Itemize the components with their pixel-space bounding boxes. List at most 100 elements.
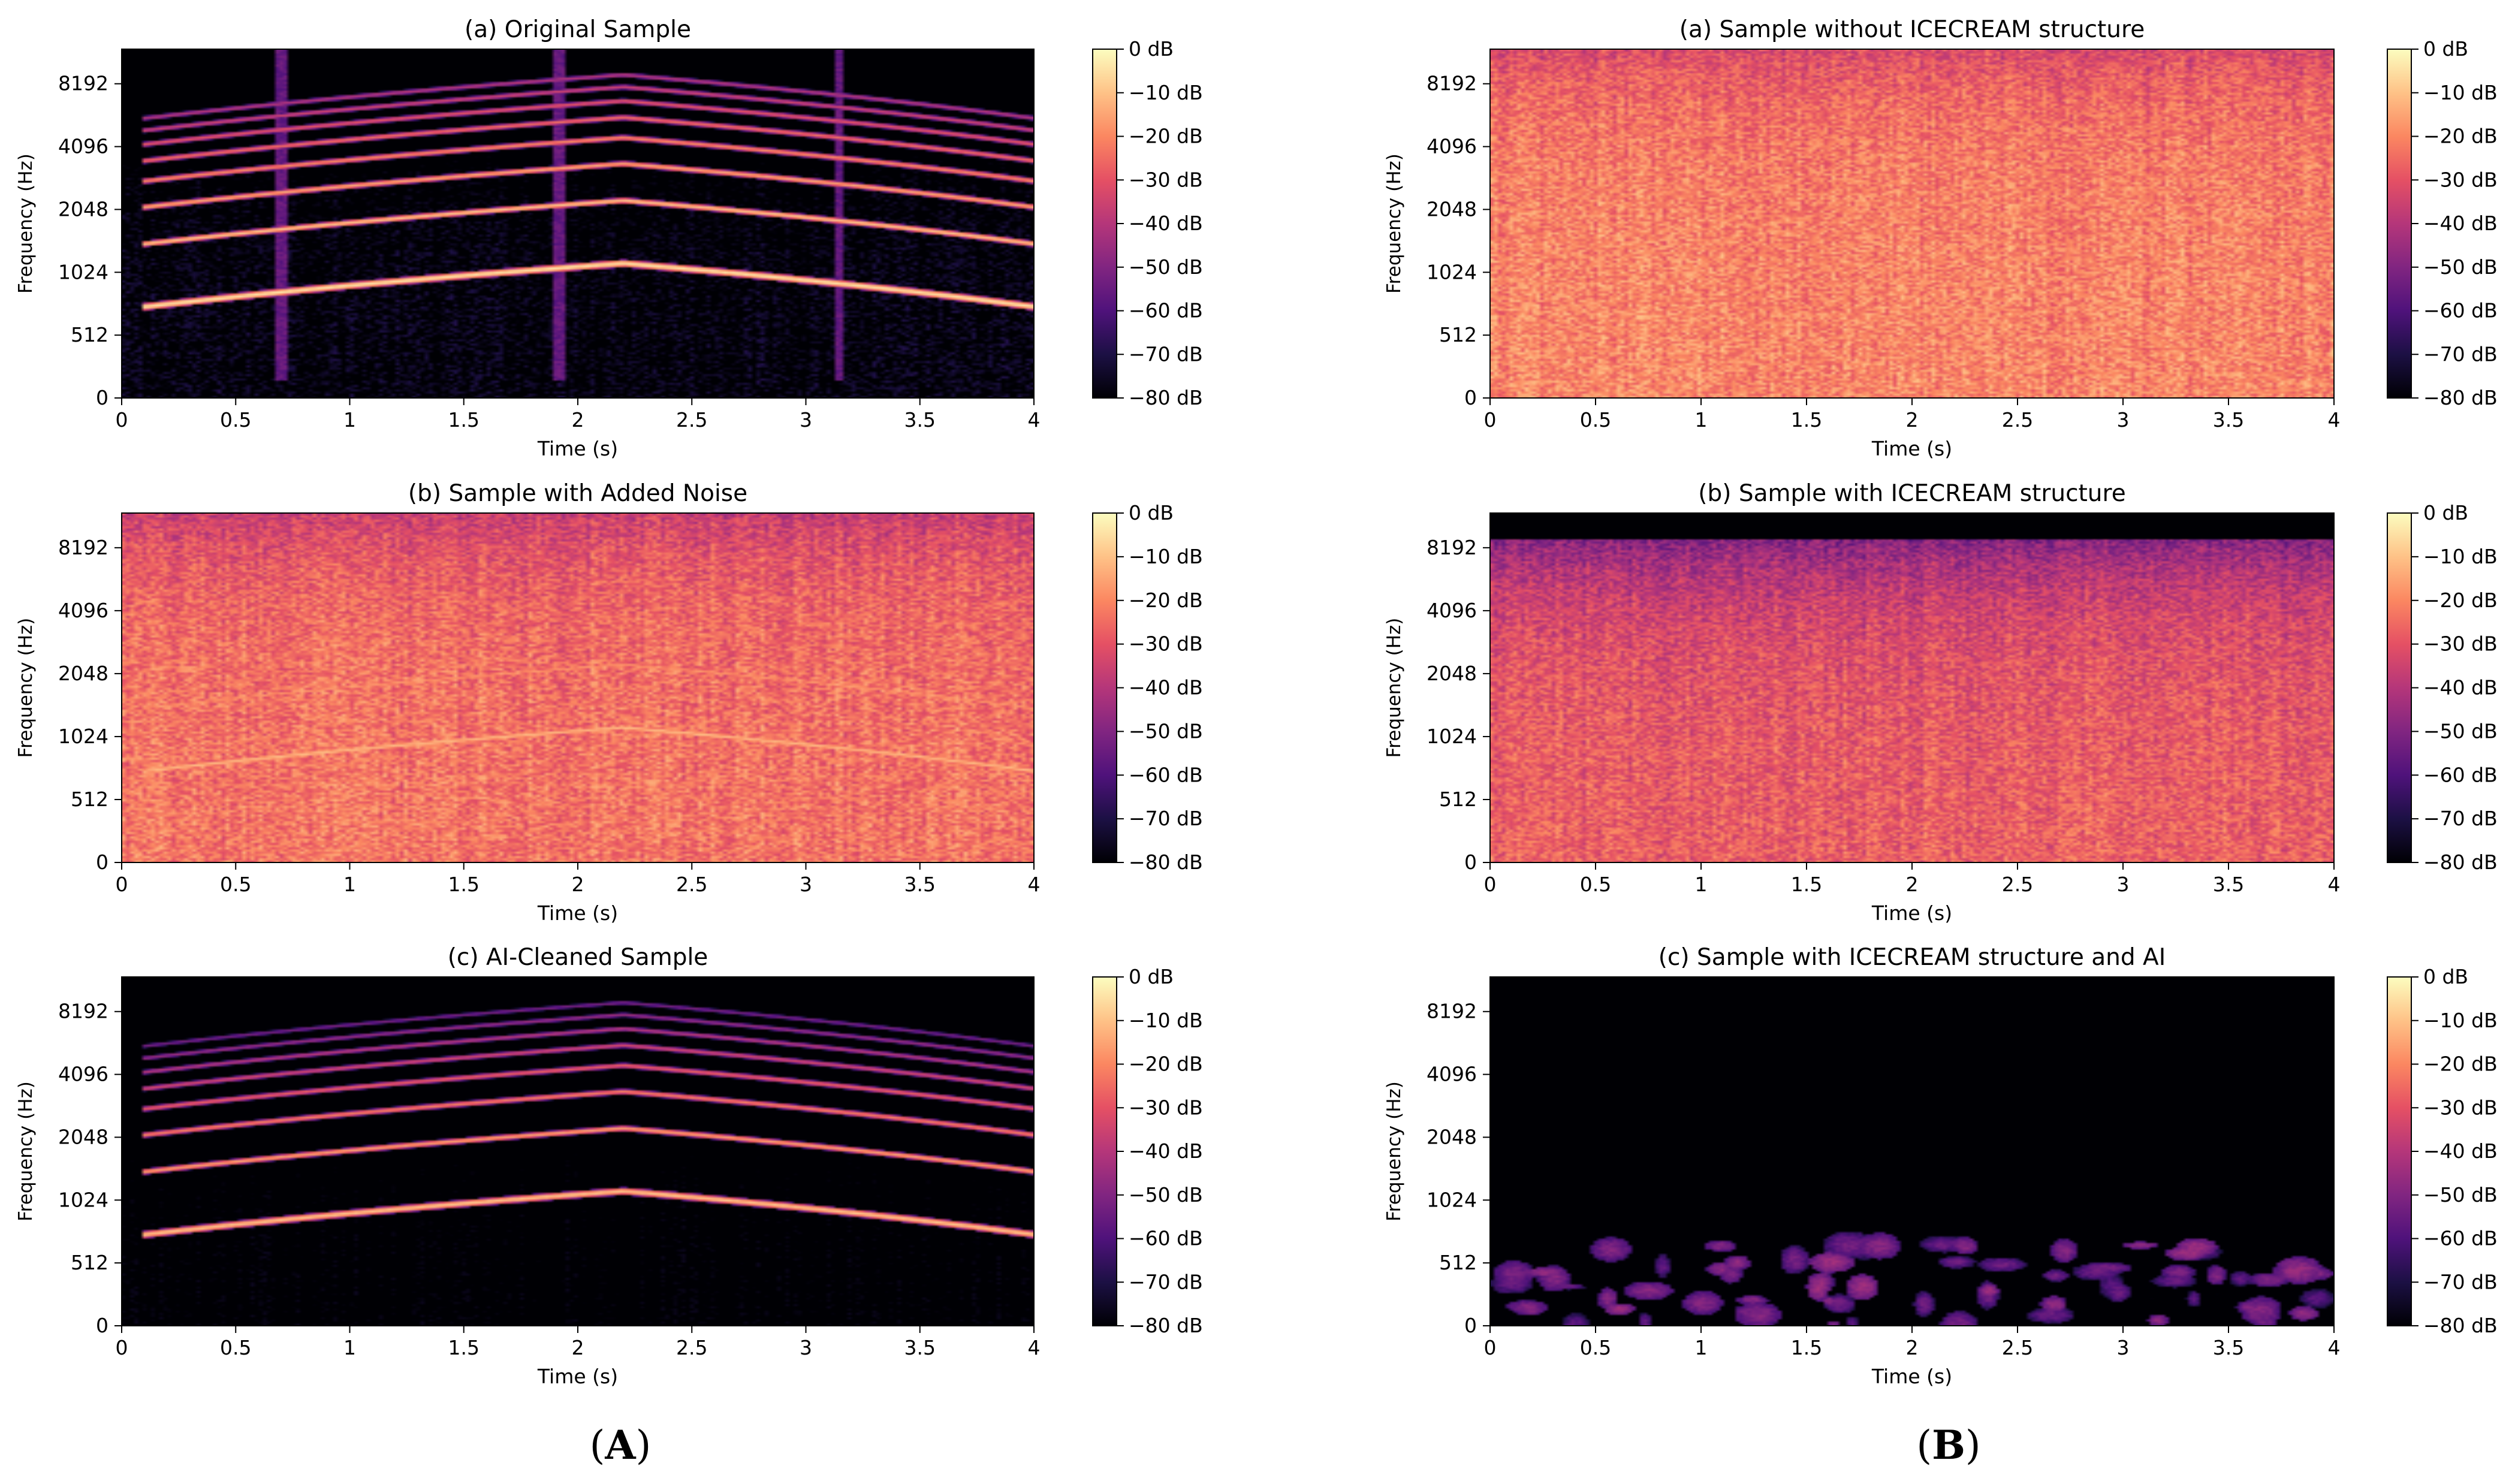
colorbar-tick-label: −80 dB: [1129, 850, 1203, 874]
colorbar-tick-label: −50 dB: [1129, 1183, 1203, 1206]
x-axis-label: Time (s): [1871, 437, 1952, 460]
colorbar-tick-label: −10 dB: [1129, 545, 1203, 568]
y-tick-label: 2048: [1427, 662, 1477, 685]
y-tick-label: 8192: [58, 536, 108, 559]
colorbar-tick-label: −20 dB: [1129, 125, 1203, 148]
spectrogram-image: [1490, 977, 2334, 1326]
x-axis-label: Time (s): [537, 1365, 618, 1388]
x-tick-label: 0: [116, 1336, 128, 1359]
colorbar-tick-label: −30 dB: [2423, 632, 2498, 656]
y-tick-label: 4096: [1427, 599, 1477, 622]
y-tick-label: 512: [71, 323, 108, 346]
colorbar-tick-label: −40 dB: [1129, 1139, 1203, 1163]
y-tick-label: 1024: [1427, 1188, 1477, 1211]
spectrogram-panels: (a) Original Sample 0 0.5 1 1.5 2 2.5 3 3.5 4 Time…: [15, 16, 2498, 1388]
colorbar-tick-label: −30 dB: [1129, 632, 1203, 656]
x-tick-label: 0: [1484, 1336, 1497, 1359]
x-tick-label: 0.5: [1580, 408, 1611, 432]
spectrogram-panel: (c) AI-Cleaned Sample 0 0.5 1 1.5 2 2.5 3 3.5 4 Ti…: [15, 944, 1203, 1388]
x-tick-label: 0.5: [220, 1336, 251, 1359]
spectrogram-image: [1490, 513, 2334, 862]
colorbar-tick-label: −60 dB: [2423, 299, 2498, 322]
x-tick-label: 2.5: [676, 873, 707, 896]
colorbar-tick-label: −10 dB: [2423, 545, 2498, 568]
y-tick-label: 0: [96, 1314, 108, 1337]
colorbar-tick-label: −70 dB: [1129, 807, 1203, 830]
spectrogram-image: [1490, 49, 2334, 398]
x-tick-label: 2: [1906, 1336, 1919, 1359]
colorbar: [2387, 513, 2411, 862]
colorbar-tick-label: 0 dB: [1129, 37, 1174, 61]
colorbar-tick-label: −20 dB: [1129, 589, 1203, 612]
colorbar-tick-label: −50 dB: [2423, 1183, 2498, 1206]
x-tick-label: 2.5: [2002, 873, 2033, 896]
colorbar-tick-label: −60 dB: [1129, 299, 1203, 322]
y-tick-label: 1024: [58, 1188, 108, 1211]
x-axis-label: Time (s): [537, 437, 618, 460]
colorbar-tick-label: −20 dB: [1129, 1052, 1203, 1076]
colorbar: [2387, 977, 2411, 1326]
y-axis-label: Frequency (Hz): [1383, 1081, 1405, 1221]
y-axis-label: Frequency (Hz): [1383, 153, 1405, 294]
y-tick-label: 0: [1464, 386, 1477, 409]
colorbar-tick-label: −20 dB: [2423, 589, 2498, 612]
chart-title: (a) Sample without ICECREAM structure: [1679, 16, 2145, 43]
y-tick-label: 4096: [1427, 1063, 1477, 1086]
y-axis-label: Frequency (Hz): [1383, 618, 1405, 758]
x-tick-label: 3: [800, 408, 812, 432]
x-tick-label: 3: [800, 873, 812, 896]
x-tick-label: 1: [343, 1336, 356, 1359]
x-tick-label: 0.5: [220, 873, 251, 896]
colorbar-tick-label: 0 dB: [1129, 965, 1174, 988]
y-tick-label: 1024: [1427, 260, 1477, 283]
spectrogram-panel: (b) Sample with ICECREAM structure 0 0.5 1 1…: [1383, 480, 2498, 925]
colorbar-tick-label: −80 dB: [2423, 386, 2498, 409]
x-axis-label: Time (s): [1871, 1365, 1952, 1388]
y-tick-label: 8192: [58, 1000, 108, 1023]
y-tick-label: 8192: [58, 72, 108, 95]
x-tick-label: 2: [1906, 408, 1919, 432]
x-tick-label: 3.5: [2213, 408, 2244, 432]
x-tick-label: 2.5: [676, 1336, 707, 1359]
x-tick-label: 0: [1484, 408, 1497, 432]
chart-title: (c) Sample with ICECREAM structure and A…: [1658, 944, 2166, 971]
x-tick-label: 2.5: [2002, 1336, 2033, 1359]
colorbar-tick-label: −40 dB: [2423, 1139, 2498, 1163]
colorbar-tick-label: −50 dB: [1129, 719, 1203, 743]
chart-title: (a) Original Sample: [465, 16, 691, 43]
x-tick-label: 3.5: [2213, 1336, 2244, 1359]
y-tick-label: 512: [1439, 1251, 1477, 1274]
colorbar-tick-label: −70 dB: [2423, 807, 2498, 830]
colorbar-tick-label: 0 dB: [2423, 965, 2468, 988]
x-tick-label: 0.5: [1580, 1336, 1611, 1359]
colorbar-tick-label: −30 dB: [2423, 168, 2498, 191]
spectrogram-image: [122, 49, 1034, 398]
x-tick-label: 1.5: [1791, 873, 1822, 896]
x-axis-label: Time (s): [1871, 901, 1952, 925]
x-tick-label: 3: [800, 1336, 812, 1359]
colorbar-tick-label: −60 dB: [1129, 1227, 1203, 1250]
panel-letter-a: (A): [590, 1422, 652, 1468]
panel-letter-b: (B): [1916, 1422, 1980, 1468]
x-tick-label: 1.5: [448, 1336, 480, 1359]
colorbar-tick-label: −70 dB: [2423, 1270, 2498, 1293]
y-tick-label: 0: [1464, 1314, 1477, 1337]
spectrogram-panel: (a) Sample without ICECREAM structure 0 0.…: [1383, 16, 2498, 460]
x-tick-label: 3: [2117, 408, 2130, 432]
y-tick-label: 0: [1464, 850, 1477, 874]
colorbar-tick-label: −80 dB: [1129, 386, 1203, 409]
colorbar-tick-label: −80 dB: [2423, 850, 2498, 874]
x-tick-label: 0: [1484, 873, 1497, 896]
y-tick-label: 4096: [58, 135, 108, 158]
y-tick-label: 1024: [58, 260, 108, 283]
colorbar-tick-label: −40 dB: [1129, 676, 1203, 699]
colorbar-tick-label: −70 dB: [1129, 1270, 1203, 1293]
y-tick-label: 512: [71, 1251, 108, 1274]
colorbar-tick-label: −10 dB: [1129, 81, 1203, 104]
colorbar-tick-label: −40 dB: [2423, 212, 2498, 235]
x-tick-label: 0: [116, 408, 128, 432]
x-tick-label: 0.5: [1580, 873, 1611, 896]
x-tick-label: 1: [1695, 1336, 1708, 1359]
y-axis-label: Frequency (Hz): [15, 153, 37, 294]
x-axis-label: Time (s): [537, 901, 618, 925]
